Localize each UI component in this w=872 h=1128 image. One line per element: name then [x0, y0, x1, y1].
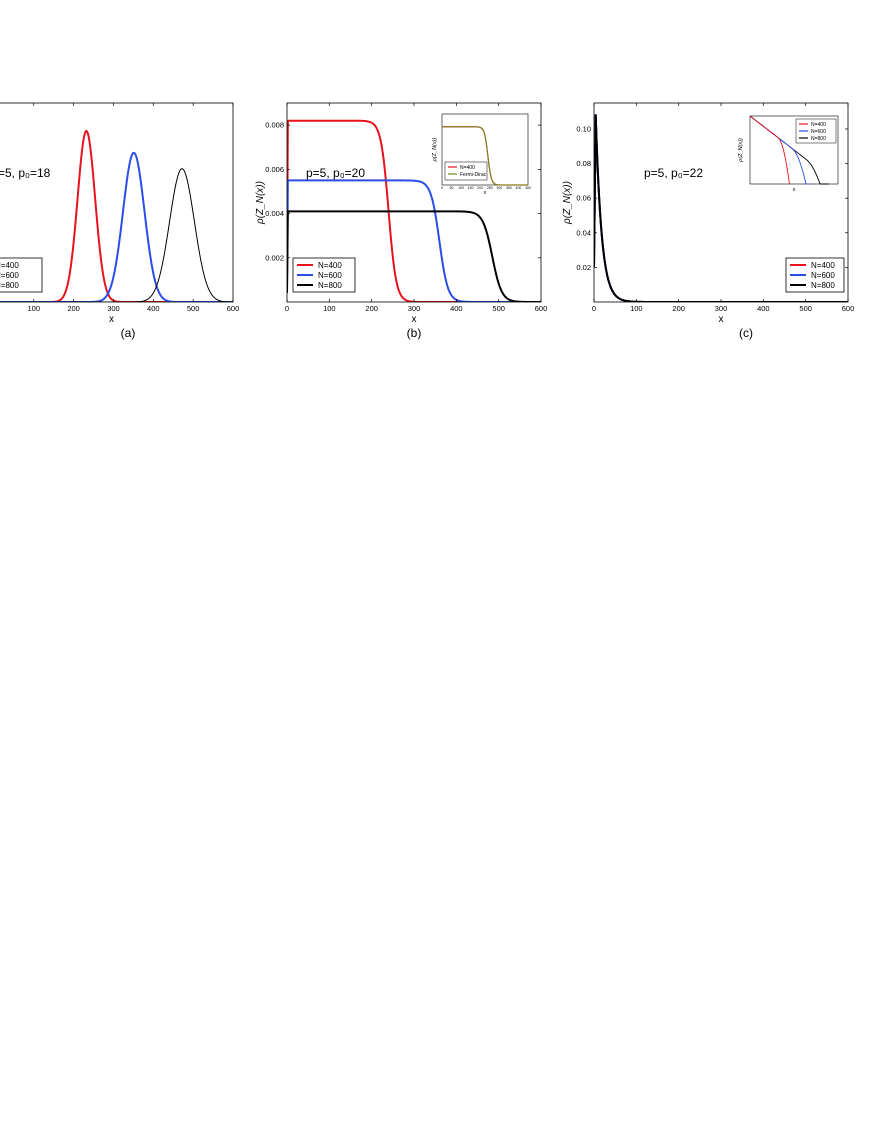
- legend-label: N=600: [318, 271, 342, 280]
- x-tick-label: 400: [757, 304, 770, 313]
- x-tick-label: 100: [630, 304, 643, 313]
- inset-y-axis-label: ρ(Z_N(x)): [432, 138, 438, 163]
- x-tick-label: 100: [323, 304, 336, 313]
- x-axis-label: x: [109, 314, 114, 325]
- x-tick-label: 300: [715, 304, 728, 313]
- x-tick-label: 600: [535, 304, 548, 313]
- inset-x-tick-label: 100: [458, 186, 464, 190]
- legend-box: [0, 257, 43, 293]
- legend-label: N=800: [318, 281, 342, 290]
- legend-label: N=400: [318, 261, 342, 270]
- panel-caption: (c): [739, 326, 753, 340]
- y-tick-label: 0.004: [265, 209, 284, 218]
- inset-x-tick-label: 400: [516, 186, 522, 190]
- legend-label: N=600: [0, 271, 19, 280]
- x-tick-label: 100: [27, 304, 40, 313]
- chart-panel-a: 100 200 300 400 500 600 x (a) =5, p₀=18 N=400N=60…: [0, 102, 240, 340]
- inset-x-axis-label: x: [484, 190, 487, 196]
- inset-x-tick-label: 50: [450, 186, 454, 190]
- x-tick-label: 300: [408, 304, 421, 313]
- x-tick-label: 400: [147, 304, 160, 313]
- parameter-annotation: p=5, p₀=20: [306, 166, 365, 180]
- chart-panel-c: 0 100 200 300 400 500 600 0.02 0.04 0.06 0.08 0.10 x…: [562, 102, 855, 340]
- x-tick-label: 0: [285, 304, 289, 313]
- y-tick-label: 0.06: [576, 194, 591, 203]
- inset-legend-label: Fermi-Dirac: [460, 172, 487, 178]
- inset-series-line-Fermi-Dirac: [442, 126, 528, 186]
- y-tick-label: 0.04: [576, 228, 591, 237]
- x-tick-label: 300: [107, 304, 120, 313]
- y-tick-label: 0.008: [265, 121, 284, 130]
- panel-caption: (a): [121, 326, 136, 340]
- legend-label: N=400: [0, 261, 19, 270]
- x-tick-label: 200: [67, 304, 80, 313]
- series-line-N=800: [0, 168, 233, 302]
- series-line-N=600: [0, 151, 233, 302]
- inset-x-tick-label: 450: [525, 186, 531, 190]
- legend-box: [292, 257, 356, 293]
- y-tick-label: 0.002: [265, 253, 284, 262]
- inset-legend-label: N=400: [460, 165, 475, 171]
- legend-label: N=800: [811, 281, 835, 290]
- inset-legend-label: N=400: [811, 122, 826, 128]
- x-tick-label: 600: [227, 304, 240, 313]
- y-axis-label: ρ(Z_N(x)): [255, 181, 266, 225]
- legend-label: N=800: [0, 281, 19, 290]
- plot-area: [0, 129, 233, 302]
- axes-frame: [0, 102, 234, 303]
- inset-x-axis-label: x: [793, 187, 796, 193]
- series-line-N=600: [287, 179, 541, 302]
- y-tick-label: 0.02: [576, 263, 591, 272]
- panel-caption: (b): [407, 326, 422, 340]
- inset-legend-label: N=600: [811, 129, 826, 135]
- inset-x-tick-label: 300: [496, 186, 502, 190]
- x-axis-label: x: [412, 314, 417, 325]
- x-tick-label: 500: [187, 304, 200, 313]
- chart-panel-b: 0 100 200 300 400 500 6000.0020.0040.0060.008x…: [255, 102, 548, 340]
- x-axis-label: x: [719, 314, 724, 325]
- legend-label: N=400: [811, 261, 835, 270]
- x-tick-label: 500: [799, 304, 812, 313]
- inset-panel: 0 50 100 150 200 250 300 350 400 450xρ(Z_N(x))N=4…: [432, 113, 531, 196]
- y-tick-label: 0.10: [576, 124, 591, 133]
- y-tick-label: 0.08: [576, 159, 591, 168]
- inset-x-tick-label: 350: [506, 186, 512, 190]
- x-tick-label: 0: [592, 304, 596, 313]
- x-tick-label: 400: [450, 304, 463, 313]
- inset-legend-label: N=800: [811, 136, 826, 142]
- inset-x-tick-label: 200: [477, 186, 483, 190]
- y-axis-label: ρ(Z_N(x)): [562, 181, 573, 225]
- y-tick-label: 0.006: [265, 165, 284, 174]
- x-tick-label: 500: [492, 304, 505, 313]
- x-tick-label: 200: [365, 304, 378, 313]
- series-line-N=800: [287, 210, 541, 302]
- legend-label: N=600: [811, 271, 835, 280]
- x-tick-label: 200: [672, 304, 685, 313]
- inset-y-axis-label: ρ(Z_N(x)): [738, 138, 744, 163]
- parameter-annotation: p=5, p₀=22: [644, 166, 703, 180]
- parameter-annotation: =5, p₀=18: [0, 166, 51, 180]
- inset-series-line-N=400: [749, 115, 790, 184]
- inset-x-tick-label: 0: [441, 186, 443, 190]
- inset-x-tick-label: 250: [487, 186, 493, 190]
- series-line-N=400: [0, 129, 233, 302]
- inset-x-tick-label: 150: [468, 186, 474, 190]
- x-tick-label: 600: [842, 304, 855, 313]
